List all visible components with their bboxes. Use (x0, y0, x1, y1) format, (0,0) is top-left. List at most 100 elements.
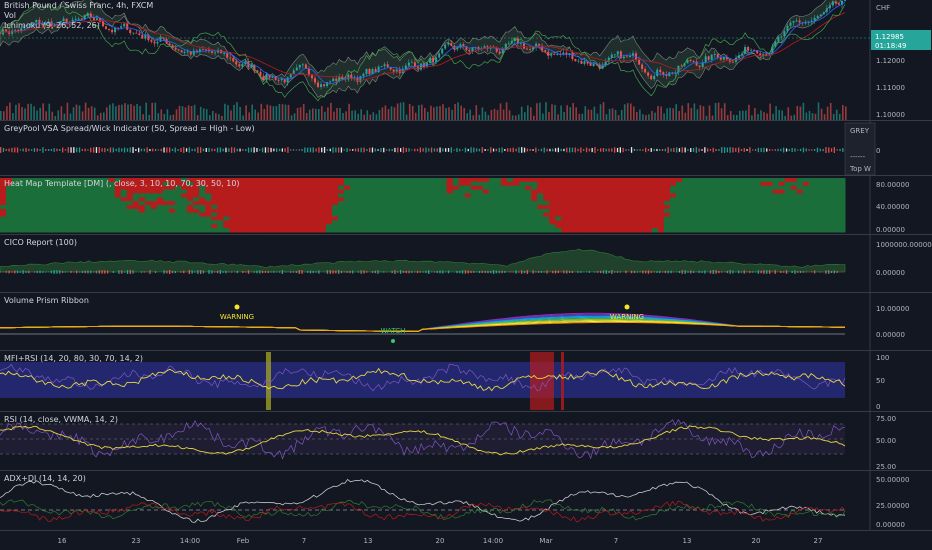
heatmap-cell (663, 216, 671, 221)
heatmap-cell (712, 185, 719, 191)
heatmap-cell (591, 178, 598, 183)
cico-bar (231, 271, 233, 273)
volume-bar (514, 115, 517, 120)
candle-body (102, 21, 104, 27)
heatmap-cell (223, 212, 230, 218)
heatmap-cell (150, 205, 158, 210)
heatmap-cell (488, 193, 496, 198)
volume-bar (69, 113, 72, 120)
heatmap-cell (549, 189, 556, 194)
heatmap-cell (332, 201, 339, 206)
heatmap-cell (416, 216, 423, 221)
heatmap-cell (657, 178, 665, 183)
volume-legend[interactable]: Vol (4, 11, 16, 20)
heatmap-cell (368, 212, 375, 218)
ichimoku-legend[interactable]: Ichimoku (9, 26, 52, 26) (4, 21, 100, 30)
heatmap-cell (301, 224, 309, 229)
vsa-bar (284, 148, 286, 152)
heatmap-cell (60, 178, 67, 183)
heatmap-cell (434, 178, 442, 183)
volume-bar (72, 107, 75, 120)
candle-body (550, 54, 553, 56)
candle-body (17, 29, 20, 32)
heatmap-cell (24, 189, 31, 194)
cico-bar (439, 270, 441, 274)
vsa-bar (566, 147, 568, 153)
candle-body (241, 64, 244, 67)
candle-body (532, 47, 534, 50)
heatmap-cell (265, 205, 273, 210)
volume-bar (463, 108, 465, 120)
heatmap-cell (380, 189, 387, 194)
vsa-bar (180, 148, 182, 152)
cico-bar (14, 270, 16, 274)
heatmap-cell (229, 178, 236, 183)
volume-bar (330, 102, 332, 120)
volume-bar (109, 104, 111, 120)
heatmap-cell (313, 189, 321, 194)
heatmap-cell (748, 181, 755, 187)
heatmap-cell (519, 216, 526, 221)
heatmap-cell (338, 181, 345, 187)
heatmap-cell (199, 205, 206, 210)
volume-bar (381, 107, 384, 120)
heatmap-cell (404, 197, 411, 202)
vsa-bar (416, 148, 419, 152)
volume-bar (151, 102, 153, 120)
heatmap-cell (301, 181, 309, 187)
heatmap-cell (718, 224, 725, 229)
candle-body (686, 60, 689, 64)
heatmap-cell (90, 178, 97, 183)
heatmap-cell (676, 178, 683, 183)
heatmap-cell (283, 205, 291, 210)
heatmap-cell (688, 185, 695, 191)
heatmap-cell (283, 181, 291, 187)
vsa-bar (93, 147, 95, 153)
heatmap-cell (271, 220, 279, 225)
volume-bar (15, 104, 17, 120)
heatmap-cell (301, 193, 309, 198)
heatmap-cell (350, 220, 357, 225)
vsa-bar (369, 147, 371, 153)
heatmap-cell (464, 189, 472, 194)
heatmap-cell (199, 224, 206, 229)
heatmap-cell (12, 193, 19, 198)
heatmap-cell (796, 181, 804, 187)
heatmap-cell (175, 201, 182, 206)
heatmap-cell (573, 193, 580, 198)
heatmap-cell (434, 185, 442, 191)
volume-bar (781, 110, 783, 120)
vsa-bar (712, 147, 714, 153)
heatmap-cell (621, 208, 629, 214)
heatmap-cell (90, 220, 97, 225)
cico-bar (349, 270, 351, 274)
candle-body (383, 64, 386, 67)
heatmap-cell (247, 201, 254, 206)
heatmap-cell (428, 205, 435, 210)
heatmap-cell (114, 197, 122, 202)
heatmap-cell (446, 224, 454, 229)
heatmap-cell (784, 181, 792, 187)
heatmap-cell (404, 216, 411, 221)
heatmap-cell (48, 216, 55, 221)
candle-body (392, 69, 395, 72)
vsa-bar (104, 147, 106, 153)
heatmap-cell (175, 181, 182, 187)
candle-body (656, 69, 659, 76)
heatmap-cell (404, 208, 411, 214)
heatmap-cell (434, 228, 442, 233)
heatmap-cell (446, 220, 454, 225)
heatmap-cell (362, 193, 369, 198)
heatmap-cell (132, 178, 140, 183)
vsa-bar (684, 147, 686, 153)
symbol-title[interactable]: British Pound / Swiss Franc, 4h, FXCM (4, 1, 154, 10)
heatmap-cell (501, 185, 508, 191)
heatmap-cell (519, 220, 526, 225)
vsa-bar (411, 149, 413, 151)
vsa-bar (749, 147, 751, 153)
heatmap-cell (597, 178, 604, 183)
heatmap-cell (181, 193, 188, 198)
vsa-bar (828, 147, 830, 153)
